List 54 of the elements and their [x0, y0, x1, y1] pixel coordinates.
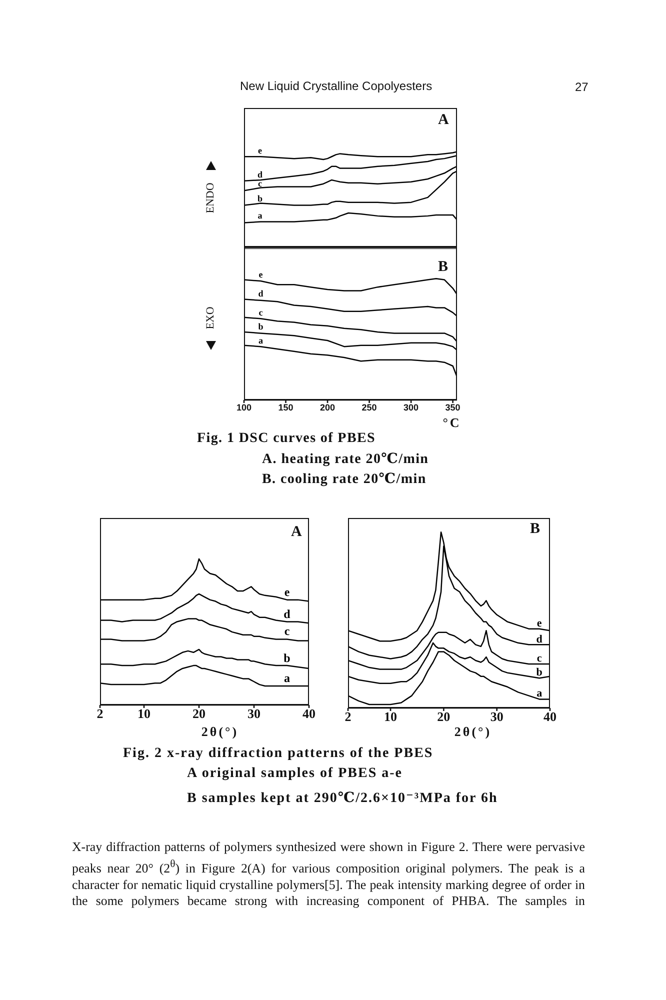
- series-label: e: [284, 584, 290, 599]
- x-tick-label: 10: [138, 706, 150, 722]
- chart-title: B: [530, 521, 540, 538]
- series-label: a: [536, 688, 542, 700]
- text: B. cooling rate 20℃/min: [262, 472, 426, 488]
- x-axis-title: 2θ(°): [201, 724, 239, 740]
- text: 27: [575, 80, 588, 95]
- chart-title: A: [438, 112, 449, 130]
- series-label: c: [258, 307, 263, 318]
- series-label: b: [258, 322, 264, 332]
- x-tick-label: 250: [362, 402, 377, 412]
- text: A original samples of PBES a-e: [187, 766, 403, 782]
- caption: Fig. 1 DSC curves of PBES: [197, 431, 376, 448]
- series-label: a: [284, 671, 290, 685]
- x-tick-label: 350: [445, 402, 460, 412]
- series-label: e: [536, 617, 542, 630]
- y-axis-title: ENDO: [204, 182, 216, 214]
- series-label: d: [536, 633, 542, 646]
- chart-title: B: [438, 259, 448, 276]
- x-tick-label: 150: [278, 402, 294, 412]
- x-tick-label: 20: [192, 706, 206, 722]
- series-label: c: [284, 624, 290, 638]
- x-tick-label: 2: [96, 706, 104, 722]
- series-label: b: [284, 650, 290, 665]
- x-tick-label: 40: [544, 709, 556, 724]
- x-tick-label: 30: [248, 706, 260, 722]
- series-label: b: [536, 666, 542, 679]
- x-tick-label: 10: [384, 709, 398, 724]
- x-tick-label: 300: [404, 402, 419, 412]
- x-tick-label: 40: [302, 706, 316, 722]
- text: A. heating rate 20℃/min: [262, 452, 429, 468]
- x-tick-label: 30: [490, 709, 504, 724]
- series-label: c: [258, 178, 262, 189]
- x-tick-label: 100: [236, 402, 252, 412]
- series-label: e: [258, 270, 263, 280]
- text: X-ray diffraction patterns of polymers synthesized were shown in Figure 2. There were pervasive peaks near 20° (2$^{θ}$) in Figure 2(A) for various composition original polymers. The peak is a character for nematic liquid crystalline polymers[5]. The peak intensity marking degree of order in the some polymers became strong with increasing component of PHBA. The samples in: [72, 839, 585, 910]
- series-label: d: [284, 606, 290, 621]
- series-label: d: [257, 169, 263, 180]
- series-label: a: [258, 210, 262, 221]
- series-label: b: [257, 193, 263, 204]
- series-label: e: [258, 145, 262, 156]
- x-axis-title: °C: [442, 415, 462, 430]
- x-tick-label: 2: [344, 709, 352, 724]
- text: B samples kept at 290℃/2.6×10⁻³MPa for 6h: [187, 791, 498, 808]
- x-tick-label: 200: [320, 402, 336, 412]
- y-axis-title: EXO: [204, 306, 216, 330]
- chart-title: A: [291, 524, 302, 542]
- series-label: a: [258, 335, 263, 346]
- series-label: c: [536, 652, 542, 665]
- x-axis-title: 2θ(°): [454, 724, 492, 740]
- series-label: d: [258, 288, 264, 299]
- text: New Liquid Crystalline Copolyesters: [240, 79, 432, 94]
- x-tick-label: 20: [437, 709, 450, 724]
- caption: Fig. 2 x-ray diffraction patterns of the PBES: [123, 746, 434, 762]
